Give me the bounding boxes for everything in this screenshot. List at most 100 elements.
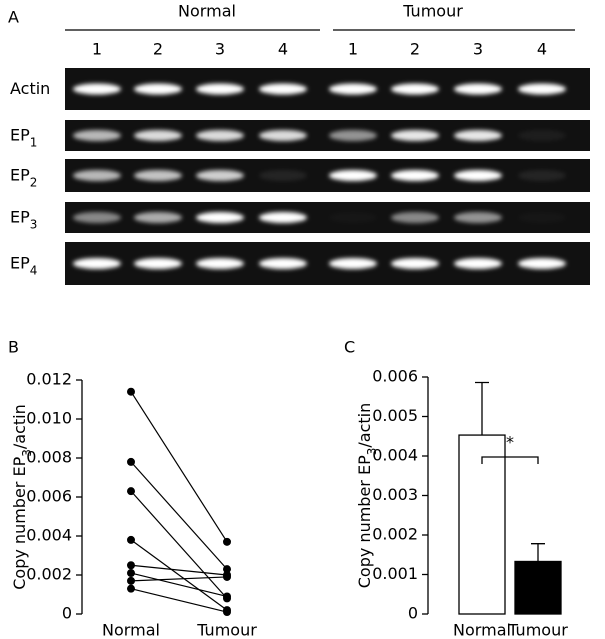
band: [134, 83, 182, 95]
lane-label: 1: [348, 40, 358, 59]
y-tick-label: 0.006: [26, 487, 72, 506]
pair-line: [130, 391, 228, 543]
band: [391, 83, 439, 95]
subscript: 2: [30, 175, 38, 189]
band: [196, 130, 244, 141]
band: [454, 83, 502, 95]
x-tick-label: Normal: [102, 621, 160, 639]
y-label-text: /actin: [10, 404, 29, 449]
error-bar: [531, 543, 545, 562]
band: [454, 130, 502, 141]
y-tick-label: 0.010: [26, 409, 72, 428]
y-tick-label: 0.002: [372, 525, 418, 544]
point: [223, 565, 231, 574]
band: [259, 258, 307, 269]
significance-bracket: [481, 456, 539, 464]
pair-line: [130, 539, 228, 611]
subscript: 3: [20, 449, 34, 457]
subscript: 3: [30, 217, 38, 231]
row-name: EP: [10, 207, 30, 226]
band: [391, 170, 439, 181]
row-name: EP: [10, 125, 30, 144]
point: [127, 584, 135, 593]
pair-line: [130, 588, 228, 613]
band: [259, 170, 307, 181]
subscript: 4: [30, 263, 38, 277]
panel-label: B: [8, 338, 19, 357]
y-tick-label: 0.004: [372, 446, 418, 465]
subscript: 3: [365, 448, 379, 456]
band: [196, 212, 244, 223]
band: [329, 212, 377, 223]
band: [73, 170, 121, 181]
y-tick-label: 0.008: [26, 448, 72, 467]
error-bar: [475, 381, 489, 436]
point: [127, 457, 135, 466]
row-name: EP: [10, 165, 30, 184]
band: [259, 83, 307, 95]
band: [134, 170, 182, 181]
subscript: 1: [30, 135, 38, 149]
band: [259, 130, 307, 141]
y-axis-label: Copy number EP3/actin: [355, 403, 379, 588]
band: [134, 258, 182, 269]
lane-label: 1: [92, 40, 102, 59]
y-tick-label: 0: [62, 604, 72, 623]
row-label: EP1: [10, 125, 37, 149]
band: [259, 212, 307, 223]
row-name: EP: [10, 253, 30, 272]
lane-label: 3: [215, 40, 225, 59]
band: [73, 212, 121, 223]
panel-label: C: [344, 338, 355, 357]
y-label-text: Copy number EP: [355, 455, 374, 588]
band: [196, 170, 244, 181]
band: [518, 130, 566, 141]
row-name: Actin: [10, 79, 50, 98]
y-tick-label: 0.006: [372, 367, 418, 386]
band: [518, 83, 566, 95]
pair-line: [130, 490, 228, 599]
point: [223, 608, 231, 617]
y-tick-label: 0.002: [26, 565, 72, 584]
x-tick-label: Tumour: [196, 621, 257, 639]
point: [127, 576, 135, 585]
band: [391, 130, 439, 141]
band: [73, 83, 121, 95]
row-label: EP2: [10, 165, 37, 189]
bar: [458, 434, 506, 615]
y-tick-label: 0.004: [26, 526, 72, 545]
band: [329, 83, 377, 95]
band: [454, 170, 502, 181]
y-axis-label: Copy number EP3/actin: [10, 404, 34, 589]
band: [518, 170, 566, 181]
y-tick-label: 0.001: [372, 564, 418, 583]
band: [134, 212, 182, 223]
band: [329, 170, 377, 181]
y-label-text: Copy number EP: [10, 456, 29, 589]
band: [454, 258, 502, 269]
lane-label: 4: [278, 40, 288, 59]
band: [329, 258, 377, 269]
gel: [65, 68, 590, 285]
bar: [514, 560, 562, 615]
lane-label: 4: [537, 40, 547, 59]
band: [196, 258, 244, 269]
group-label: Tumour: [402, 2, 463, 21]
point: [223, 537, 231, 546]
group-label: Normal: [178, 2, 236, 21]
y-tick-label: 0.005: [372, 406, 418, 425]
band: [391, 258, 439, 269]
row-label: EP3: [10, 207, 37, 231]
point: [127, 487, 135, 496]
pair-line: [130, 576, 228, 582]
lane-label: 3: [473, 40, 483, 59]
y-label-text: /actin: [355, 403, 374, 448]
point: [223, 572, 231, 581]
band: [391, 212, 439, 223]
band: [134, 130, 182, 141]
point: [127, 569, 135, 578]
band: [454, 212, 502, 223]
row-label: Actin: [10, 79, 50, 98]
pair-line: [130, 564, 228, 576]
